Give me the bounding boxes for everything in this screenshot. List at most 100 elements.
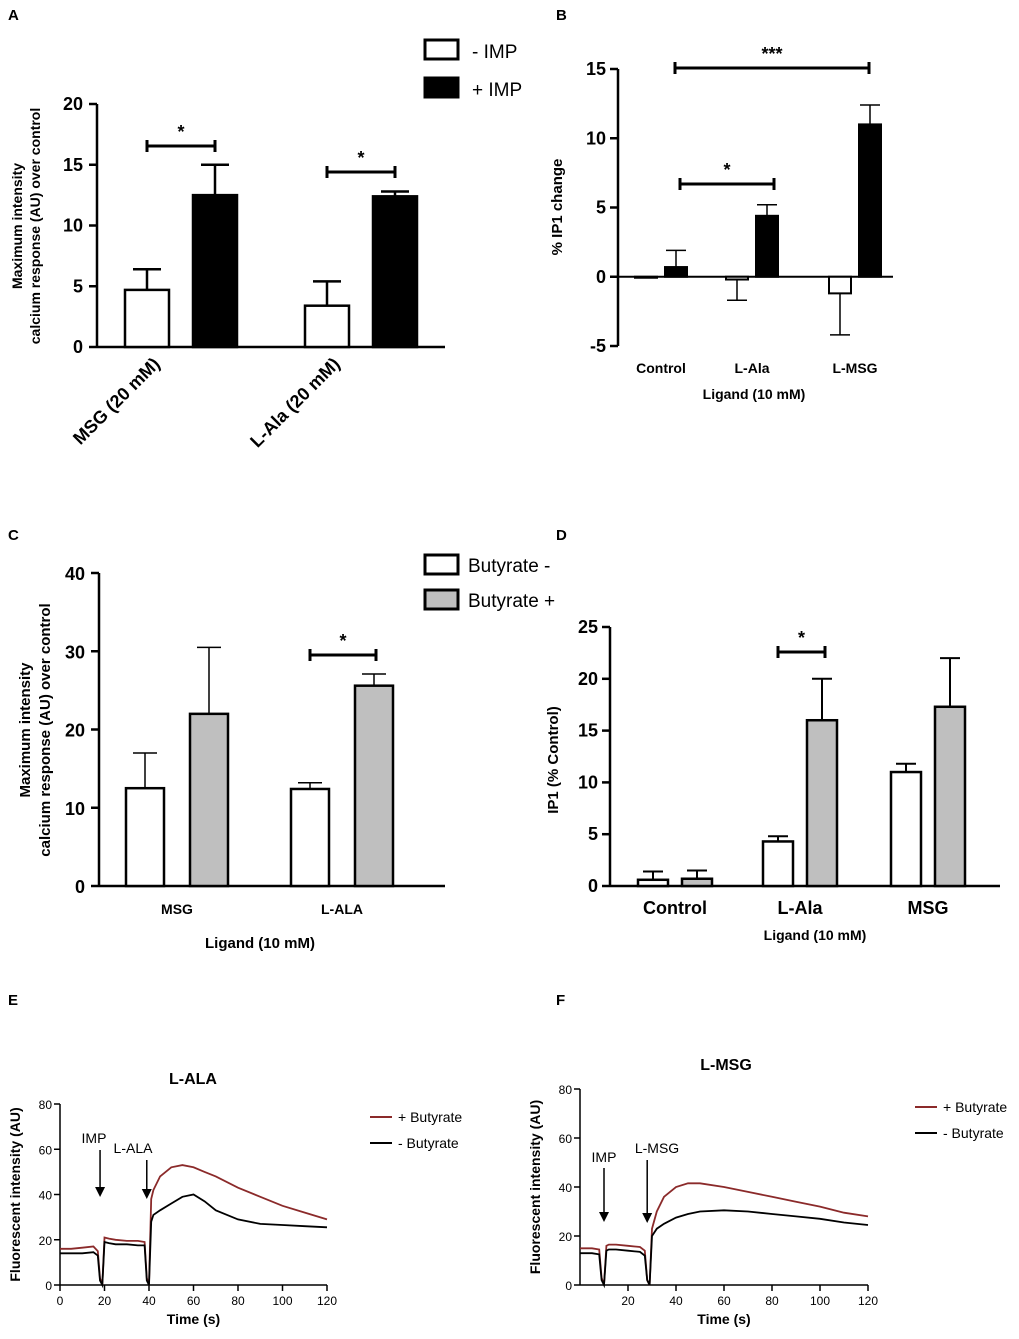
a-y-title-2: calcium response (AU) over control — [27, 108, 43, 345]
c-y-tick-label-30: 30 — [65, 642, 85, 662]
d-bar-minus-2 — [889, 770, 923, 888]
c-sig-0-label: * — [339, 631, 346, 651]
c-y-tick-label-40: 40 — [65, 564, 85, 584]
a-legend-swatch-plus — [423, 76, 460, 99]
e-y-tick-label-60: 60 — [39, 1143, 53, 1157]
f-legend-plus-butyrate: + Butyrate — [943, 1099, 1007, 1115]
e-x-tick-label-20: 20 — [98, 1294, 112, 1308]
e-x-tick-label-0: 0 — [57, 1294, 64, 1308]
c-legend-swatch-minus — [423, 553, 460, 576]
e-annotation-l-ala: L-ALA — [114, 1140, 154, 1156]
d-bar-plus-2 — [933, 705, 967, 888]
a-bar-minus-imp-1 — [303, 304, 351, 349]
d-y-tick-label-5: 5 — [588, 824, 598, 844]
c-y-tick-label-0: 0 — [75, 877, 85, 897]
e-arrow-head-0 — [95, 1187, 106, 1197]
f-y-tick-label-80: 80 — [559, 1083, 573, 1097]
b-x-label-2: L-MSG — [832, 360, 877, 376]
b-x-title: Ligand (10 mM) — [703, 386, 806, 402]
f-y-tick-label-0: 0 — [565, 1279, 572, 1293]
b-sig-0-label: * — [723, 160, 730, 180]
f-legend-minus-butyrate: - Butyrate — [943, 1125, 1004, 1141]
c-y-tick-label-20: 20 — [65, 721, 85, 741]
d-x-label-2: MSG — [907, 898, 948, 918]
c-bar-minus-1 — [289, 787, 331, 888]
b-y-tick-label-5: 5 — [596, 198, 606, 218]
a-y-tick-label-10: 10 — [63, 216, 83, 236]
c-x-label-0: MSG — [161, 901, 193, 917]
e-x-tick-label-40: 40 — [142, 1294, 156, 1308]
panel-letter-c: C — [8, 527, 19, 544]
panel-letter-f: F — [556, 992, 565, 1009]
f-x-title: Time (s) — [697, 1311, 750, 1327]
f-x-tick-label-40: 40 — [669, 1294, 683, 1308]
panel-letter-e: E — [8, 992, 18, 1009]
f-annotation-l-msg: L-MSG — [635, 1140, 679, 1156]
e-arrow-head-1 — [141, 1189, 152, 1199]
panel-letter-d: D — [556, 527, 567, 544]
d-y-title: IP1 (% Control) — [545, 706, 562, 814]
c-bar-minus-0 — [124, 786, 166, 888]
d-x-label-0: Control — [643, 898, 707, 918]
a-y-tick-label-20: 20 — [63, 94, 83, 114]
a-bar-plus-imp-0 — [191, 193, 239, 349]
b-bar-minus-2 — [828, 275, 852, 295]
e-y-tick-label-80: 80 — [39, 1098, 53, 1112]
b-x-label-0: Control — [636, 360, 686, 376]
a-sig-0-label: * — [177, 122, 184, 142]
b-y-title: % IP1 change — [549, 159, 566, 256]
a-y-tick-label-5: 5 — [73, 276, 83, 296]
e-legend-minus-butyrate: - Butyrate — [398, 1135, 459, 1151]
c-legend-butyrate-minus: Butyrate - — [468, 556, 550, 577]
e-x-tick-label-60: 60 — [187, 1294, 201, 1308]
c-x-label-1: L-ALA — [321, 901, 363, 917]
e-y-tick-label-0: 0 — [45, 1279, 52, 1293]
b-bar-plus-1 — [755, 214, 779, 278]
c-y-title-2: calcium response (AU) over control — [37, 603, 54, 856]
b-y-tick-label-0: 0 — [596, 267, 606, 287]
b-bar-minus-1 — [725, 275, 749, 281]
b-bar-minus-0 — [634, 275, 658, 279]
f-title: L-MSG — [700, 1057, 752, 1074]
b-sig-1-label: *** — [761, 44, 782, 64]
f-x-tick-label-80: 80 — [765, 1294, 779, 1308]
a-legend-swatch-minus — [423, 38, 460, 61]
f-y-tick-label-60: 60 — [559, 1132, 573, 1146]
a-bar-plus-imp-1 — [371, 195, 419, 349]
d-bar-minus-0 — [636, 878, 670, 888]
d-sig-0-label: * — [798, 628, 805, 648]
f-y-title: Fluorescent intensity (AU) — [527, 1100, 543, 1274]
e-annotation-imp: IMP — [82, 1130, 107, 1146]
panel-letter-a: A — [8, 7, 19, 24]
d-x-title: Ligand (10 mM) — [764, 927, 867, 943]
d-y-tick-label-0: 0 — [588, 876, 598, 896]
e-x-title: Time (s) — [167, 1311, 220, 1327]
a-y-tick-label-0: 0 — [73, 337, 83, 357]
a-y-title-1: Maximum intensity — [9, 163, 25, 289]
e-y-tick-label-20: 20 — [39, 1234, 53, 1248]
f-arrow-head-1 — [642, 1213, 653, 1223]
f-arrow-head-0 — [599, 1212, 609, 1222]
b-bar-plus-0 — [664, 266, 688, 278]
c-y-tick-label-10: 10 — [65, 799, 85, 819]
a-x-label-1: L-Ala (20 mM) — [246, 354, 344, 452]
c-legend-swatch-plus — [423, 588, 460, 611]
c-bar-plus-1 — [353, 684, 395, 888]
a-y-tick-label-15: 15 — [63, 155, 83, 175]
b-y-tick-label--5: -5 — [590, 336, 606, 356]
d-y-tick-label-15: 15 — [578, 721, 598, 741]
e-y-tick-label-40: 40 — [39, 1189, 53, 1203]
e-y-title: Fluorescent intensity (AU) — [7, 1107, 23, 1281]
b-x-label-1: L-Ala — [735, 360, 770, 376]
d-y-tick-label-10: 10 — [578, 772, 598, 792]
e-legend-plus-butyrate: + Butyrate — [398, 1109, 462, 1125]
f-x-tick-label-20: 20 — [621, 1294, 635, 1308]
f-x-tick-label-120: 120 — [858, 1294, 878, 1308]
e-title: L-ALA — [169, 1071, 217, 1088]
a-legend-plus-imp: + IMP — [472, 80, 522, 101]
d-bar-plus-0 — [680, 877, 714, 888]
c-legend-butyrate-plus: Butyrate + — [468, 591, 555, 612]
f-x-tick-label-100: 100 — [810, 1294, 830, 1308]
e-x-tick-label-80: 80 — [231, 1294, 245, 1308]
b-bar-plus-2 — [858, 123, 882, 278]
